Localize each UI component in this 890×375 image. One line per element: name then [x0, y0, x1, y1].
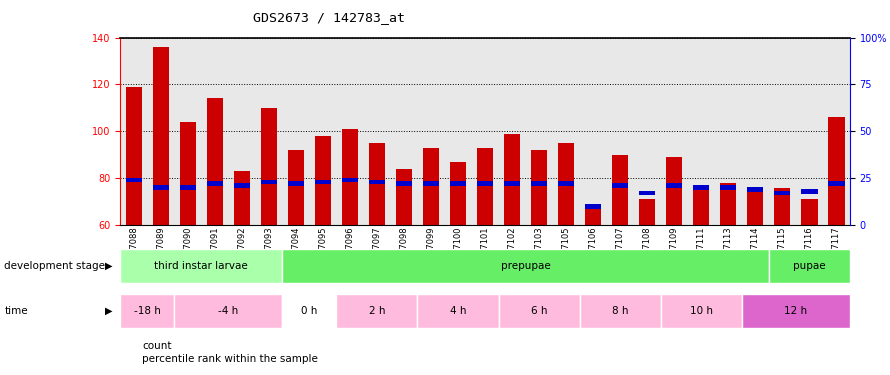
Bar [558, 182, 574, 186]
Bar [125, 178, 142, 182]
Text: development stage: development stage [4, 261, 105, 271]
Bar [666, 157, 683, 225]
Bar [829, 182, 845, 186]
Bar [120, 294, 174, 328]
Bar [234, 183, 250, 188]
Bar [180, 185, 196, 190]
Text: 6 h: 6 h [530, 306, 547, 316]
Bar [450, 162, 466, 225]
Bar [234, 171, 250, 225]
Text: pupae: pupae [793, 261, 826, 271]
Text: GDS2673 / 142783_at: GDS2673 / 142783_at [254, 11, 405, 24]
Bar [261, 108, 277, 225]
Bar [585, 204, 602, 209]
Bar [152, 185, 169, 190]
Bar [742, 294, 850, 328]
Text: ▶: ▶ [105, 261, 112, 271]
Text: -4 h: -4 h [218, 306, 239, 316]
Bar [282, 249, 769, 283]
Bar [368, 180, 385, 184]
Text: ▶: ▶ [105, 306, 112, 316]
Text: 12 h: 12 h [784, 306, 807, 316]
Bar [720, 185, 736, 190]
Bar [579, 294, 660, 328]
Text: 0 h: 0 h [301, 306, 318, 316]
Bar [450, 182, 466, 186]
Bar [423, 182, 439, 186]
Text: percentile rank within the sample: percentile rank within the sample [142, 354, 319, 364]
Bar [423, 148, 439, 225]
Bar [287, 150, 304, 225]
Bar [639, 199, 655, 225]
Bar [174, 294, 282, 328]
Bar [315, 136, 331, 225]
Bar [498, 294, 579, 328]
Bar [261, 180, 277, 184]
Text: 4 h: 4 h [449, 306, 466, 316]
Bar [336, 294, 417, 328]
Bar [315, 180, 331, 184]
Bar [660, 294, 742, 328]
Bar [180, 122, 196, 225]
Bar [774, 191, 790, 195]
Bar [477, 148, 493, 225]
Text: time: time [4, 306, 28, 316]
Bar [504, 134, 520, 225]
Bar [748, 187, 764, 192]
Bar [120, 249, 282, 283]
Bar [801, 189, 818, 194]
Text: third instar larvae: third instar larvae [154, 261, 248, 271]
Bar [612, 183, 628, 188]
Bar [531, 182, 547, 186]
Bar [558, 143, 574, 225]
Bar [612, 154, 628, 225]
Bar [693, 185, 709, 190]
Text: 2 h: 2 h [368, 306, 385, 316]
Bar [720, 183, 736, 225]
Bar [206, 99, 222, 225]
Bar [748, 192, 764, 225]
Bar [829, 117, 845, 225]
Bar [666, 183, 683, 188]
Bar [531, 150, 547, 225]
Bar [342, 129, 358, 225]
Bar [282, 294, 336, 328]
Text: prepupae: prepupae [501, 261, 551, 271]
Bar [396, 169, 412, 225]
Bar [693, 188, 709, 225]
Bar [801, 199, 818, 225]
Bar [585, 206, 602, 225]
Bar [206, 182, 222, 186]
Bar [774, 188, 790, 225]
Text: count: count [142, 341, 172, 351]
Bar [504, 182, 520, 186]
Text: 8 h: 8 h [612, 306, 628, 316]
Bar [769, 249, 850, 283]
Bar [396, 182, 412, 186]
Bar [125, 87, 142, 225]
Text: 10 h: 10 h [690, 306, 713, 316]
Bar [477, 182, 493, 186]
Bar [342, 178, 358, 182]
Bar [639, 191, 655, 195]
Bar [287, 182, 304, 186]
Bar [368, 143, 385, 225]
Text: -18 h: -18 h [134, 306, 160, 316]
Bar [417, 294, 498, 328]
Bar [152, 47, 169, 225]
